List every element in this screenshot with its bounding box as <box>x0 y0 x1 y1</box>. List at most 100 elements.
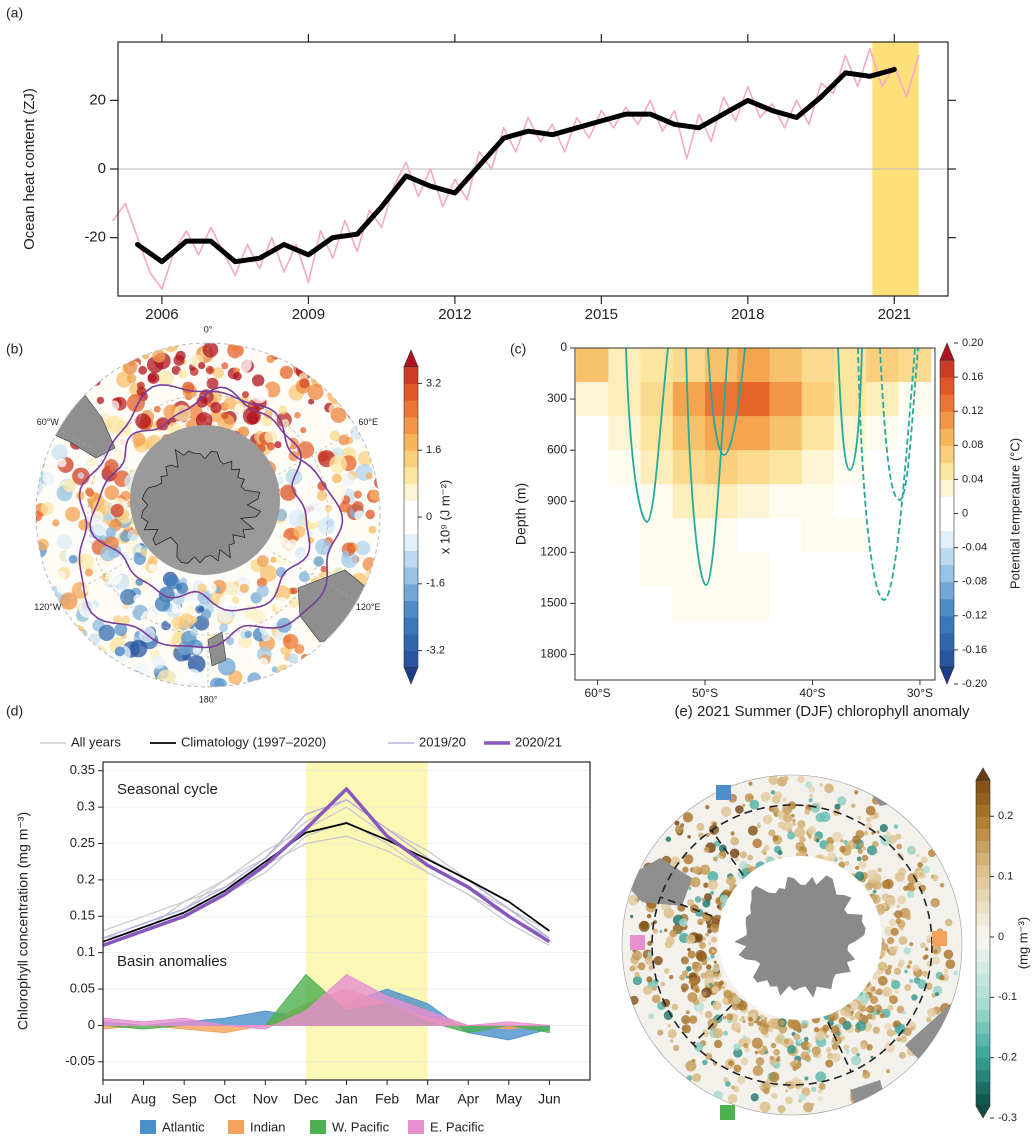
colorbar-swatch <box>976 864 990 878</box>
map-anomaly <box>903 947 911 955</box>
colorbar-swatch <box>940 513 954 532</box>
map-anomaly <box>907 872 918 884</box>
map-anomaly <box>917 979 927 989</box>
map-anomaly <box>831 1043 839 1051</box>
x-tick-label: Apr <box>457 1091 479 1107</box>
map-anomaly <box>727 997 735 1005</box>
map-anomaly <box>252 374 265 387</box>
map-anomaly <box>749 799 760 810</box>
map-anomaly <box>338 434 350 446</box>
colorbar-swatch <box>404 583 418 601</box>
heatmap-cell <box>608 518 642 553</box>
map-anomaly <box>365 472 373 480</box>
map-anomaly <box>105 391 114 400</box>
map-anomaly <box>750 1093 759 1102</box>
map-anomaly <box>756 824 761 829</box>
map-anomaly <box>783 1038 790 1044</box>
heatmap-cell <box>737 552 771 587</box>
map-anomaly <box>713 960 717 964</box>
map-anomaly <box>898 867 907 876</box>
map-anomaly <box>714 840 720 847</box>
map-anomaly <box>221 362 229 370</box>
y-tick-label: 0 <box>88 1017 95 1032</box>
map-anomaly <box>629 965 636 972</box>
y-tick-label: 0.35 <box>70 762 95 777</box>
map-anomaly <box>861 854 869 862</box>
panel-label: (c) <box>510 341 526 357</box>
map-anomaly <box>855 1020 867 1032</box>
antarctica <box>734 875 866 998</box>
map-anomaly <box>227 343 243 351</box>
graticule <box>272 552 358 602</box>
heatmap-cell <box>801 416 835 451</box>
map-anomaly <box>757 822 761 826</box>
map-anomaly <box>815 812 826 823</box>
map-anomaly <box>132 432 146 447</box>
map-anomaly <box>862 1070 871 1079</box>
map-anomaly <box>178 369 188 379</box>
map-anomaly <box>860 1043 867 1050</box>
map-anomaly <box>271 666 278 673</box>
y-tick-label: 600 <box>547 442 567 456</box>
map-anomaly <box>806 1048 812 1053</box>
map-anomaly <box>743 1037 752 1045</box>
map-anomaly <box>851 803 856 808</box>
y-tick-label: 0.05 <box>70 980 95 995</box>
map-anomaly <box>673 1044 680 1052</box>
x-tick-label: Aug <box>131 1091 156 1107</box>
map-anomaly <box>687 899 694 907</box>
legend-label: W. Pacific <box>332 1119 390 1134</box>
map-anomaly <box>682 970 688 977</box>
map-anomaly <box>896 904 900 908</box>
map-anomaly <box>140 549 148 557</box>
map-anomaly <box>710 954 715 959</box>
map-anomaly <box>158 370 174 387</box>
map-anomaly <box>702 1030 709 1038</box>
map-anomaly <box>770 790 776 795</box>
heatmap-cell <box>801 552 835 587</box>
map-anomaly <box>807 1043 813 1048</box>
map-anomaly <box>873 1005 878 1010</box>
map-anomaly <box>733 1064 742 1073</box>
map-anomaly <box>70 625 85 640</box>
heatmap-cell <box>769 518 803 553</box>
map-anomaly <box>920 942 927 949</box>
map-anomaly <box>355 540 371 556</box>
map-anomaly <box>282 633 299 650</box>
colorbar-swatch <box>940 581 954 600</box>
heatmap-cell <box>640 518 674 553</box>
map-anomaly <box>882 989 890 996</box>
map-anomaly <box>748 781 753 786</box>
map-anomaly <box>917 861 924 868</box>
map-anomaly <box>702 897 706 902</box>
map-anomaly <box>65 506 81 522</box>
map-anomaly <box>825 843 835 853</box>
contour <box>625 348 669 523</box>
map-anomaly <box>683 854 694 865</box>
x-tick-label: 2012 <box>438 306 471 323</box>
map-anomaly <box>199 368 207 376</box>
map-anomaly <box>808 835 812 839</box>
map-anomaly <box>926 1017 932 1023</box>
map-anomaly <box>731 1085 735 1090</box>
map-anomaly <box>763 1017 768 1021</box>
map-anomaly <box>36 538 49 551</box>
colorbar-swatch <box>404 416 418 434</box>
map-anomaly <box>732 996 741 1005</box>
basin-boundary <box>692 1004 733 1045</box>
map-anomaly <box>719 980 724 986</box>
map-anomaly <box>331 473 342 484</box>
map-anomaly <box>290 587 298 595</box>
map-anomaly <box>685 1010 690 1015</box>
map-anomaly <box>876 830 880 834</box>
map-anomaly <box>368 525 377 534</box>
map-anomaly <box>733 1043 741 1051</box>
map-anomaly <box>651 994 661 1004</box>
colorbar-triangle <box>403 667 419 685</box>
map-anomaly <box>644 956 654 966</box>
map-edge <box>35 342 381 688</box>
map-anomaly <box>139 343 151 355</box>
heatmap-cell <box>640 348 674 383</box>
map-anomaly <box>769 1071 780 1083</box>
legend-label: Atlantic <box>162 1119 205 1134</box>
